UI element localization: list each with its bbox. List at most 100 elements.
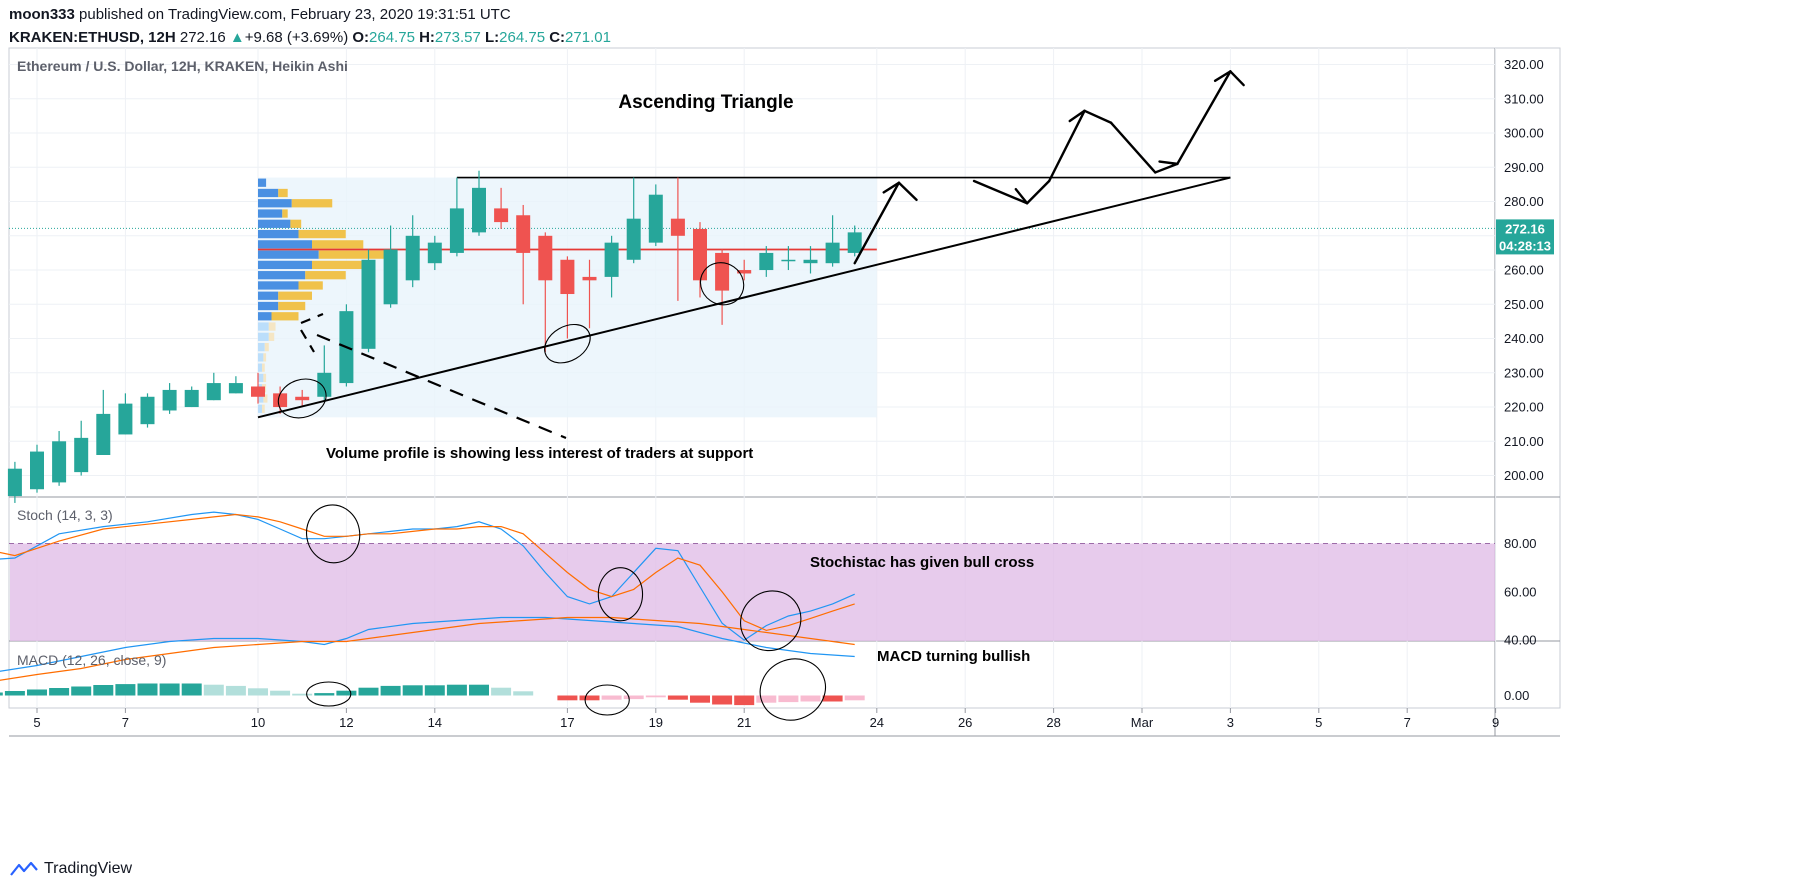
price-tick-label: 300.00 — [1504, 126, 1544, 141]
close-label: C: — [549, 29, 566, 46]
candle-body — [715, 252, 730, 291]
projection-arrow-segment — [1109, 121, 1157, 174]
volume-profile-up-bar — [258, 271, 306, 280]
support-trendline — [257, 176, 1231, 419]
candle-body — [228, 383, 243, 394]
volume-annotation: Volume profile is showing less interest … — [326, 445, 753, 462]
time-tick-label: 9 — [1492, 715, 1499, 730]
stoch-highlight-ellipse — [740, 590, 802, 652]
time-tick-label: 19 — [649, 715, 663, 730]
candle-body — [472, 187, 486, 233]
volume-profile-down-bar — [268, 322, 276, 331]
time-tick-label: 5 — [33, 715, 40, 730]
time-tick-label: 28 — [1046, 715, 1060, 730]
volume-profile-down-bar — [268, 332, 275, 341]
macd-histogram-bar — [424, 685, 445, 696]
volume-profile-up-bar — [258, 353, 264, 362]
volume-profile-down-bar — [278, 188, 288, 198]
open-value: 264.75 — [369, 29, 415, 46]
candle-body — [626, 218, 641, 260]
publish-info: moon333 published on TradingView.com, Fe… — [9, 6, 511, 23]
candle-body — [96, 413, 111, 455]
macd-histogram-bar — [446, 684, 467, 696]
candle-body — [449, 208, 464, 253]
macd-histogram-bar — [800, 695, 821, 702]
volume-profile-down-bar — [262, 404, 265, 413]
candle-body — [140, 396, 155, 425]
volume-profile-up-bar — [258, 178, 267, 187]
price-tick-label: 320.00 — [1504, 57, 1544, 72]
candle-body — [781, 259, 796, 262]
candle-body — [803, 259, 818, 264]
candle-body — [52, 441, 67, 483]
volume-pointer-dash — [316, 333, 567, 440]
projection-arrow-segment — [1025, 179, 1051, 205]
candle-body — [317, 372, 332, 397]
publisher-name[interactable]: moon333 — [9, 6, 75, 23]
macd-histogram-bar — [336, 690, 357, 696]
volume-profile-up-bar — [258, 363, 263, 372]
macd-histogram-bar — [734, 695, 755, 706]
price-tick-label: 310.00 — [1504, 91, 1544, 106]
candle-body — [427, 242, 442, 264]
macd-histogram-bar — [667, 695, 688, 700]
macd-histogram-bar — [380, 685, 401, 696]
close-value: 271.01 — [565, 29, 611, 46]
projection-arrowhead — [1014, 187, 1029, 205]
chart-title: Ethereum / U.S. Dollar, 12H, KRAKEN, Hei… — [17, 58, 348, 74]
symbol-label: KRAKEN:ETHUSD, 12H — [9, 29, 176, 46]
macd-histogram-bar — [469, 684, 489, 696]
brand-name[interactable]: TradingView — [44, 860, 133, 877]
macd-histogram-bar — [159, 683, 180, 696]
candle-body — [206, 383, 221, 401]
volume-profile-up-bar — [258, 188, 279, 198]
price-highlight-ellipse — [544, 323, 591, 364]
macd-histogram-bar — [601, 695, 622, 700]
macd-histogram-bar — [137, 683, 158, 696]
macd-line — [0, 616, 855, 672]
volume-profile-up-bar — [258, 229, 299, 239]
high-value: 273.57 — [434, 29, 481, 46]
projection-arrow-segment — [1229, 70, 1245, 87]
candle-body — [560, 259, 575, 295]
candle-body — [162, 389, 177, 411]
candle-body — [516, 215, 531, 253]
macd-histogram-bar — [513, 691, 534, 696]
candle-body — [7, 468, 22, 497]
volume-profile-down-bar — [264, 342, 269, 352]
low-label: L: — [484, 29, 500, 46]
candle-body — [538, 235, 553, 281]
last-price: 272.16 — [179, 29, 226, 46]
volume-profile-up-bar — [258, 291, 279, 300]
candle-body — [648, 194, 663, 243]
projection-arrowhead — [1068, 109, 1086, 123]
stoch-band — [10, 543, 1495, 641]
macd-legend: MACD (12, 26, close, 9) — [17, 652, 166, 668]
projection-arrow-segment — [1154, 162, 1179, 174]
candle-body — [273, 393, 288, 408]
macd-histogram-bar — [27, 689, 47, 696]
last-price-badge — [1496, 219, 1554, 238]
volume-profile-up-bar — [258, 404, 263, 413]
change-up-icon: ▲ — [229, 29, 245, 46]
projection-arrowhead — [1213, 70, 1232, 83]
price-tick-label: 200.00 — [1504, 468, 1544, 483]
publish-text: published on TradingView.com, February 2… — [74, 6, 511, 23]
symbol-info: KRAKEN:ETHUSD, 12H 272.16 ▲+9.68 (+3.69%… — [9, 29, 611, 46]
volume-profile-up-bar — [258, 281, 299, 290]
volume-pointer-dash — [300, 329, 315, 353]
macd-histogram-bar — [248, 688, 268, 696]
stoch-legend: Stoch (14, 3, 3) — [17, 507, 113, 523]
volume-profile-down-bar — [305, 271, 346, 280]
stoch-d-line — [0, 513, 855, 632]
price-tick-label: 290.00 — [1504, 160, 1544, 175]
candle-body — [118, 403, 133, 435]
macd-histogram-bar — [115, 684, 136, 696]
time-tick-label: 26 — [958, 715, 972, 730]
macd-histogram-bar — [225, 685, 246, 696]
projection-arrow-segment — [853, 181, 901, 265]
price-tick-label: 210.00 — [1504, 434, 1544, 449]
macd-histogram-bar — [756, 695, 777, 703]
candle-body — [295, 396, 310, 401]
